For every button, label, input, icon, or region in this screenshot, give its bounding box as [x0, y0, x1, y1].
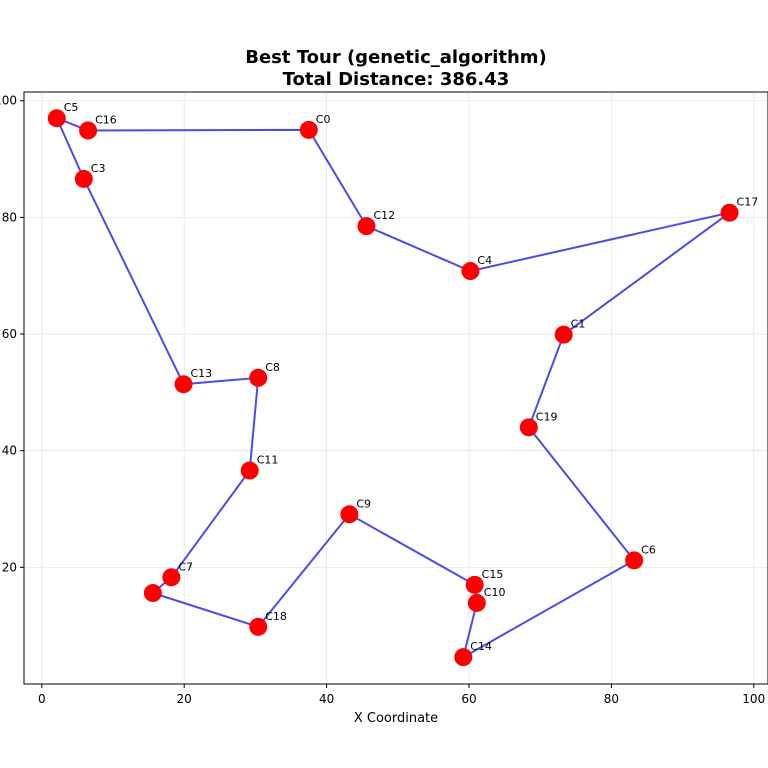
axes: 0 20 40 60 80 100 20 40 60 80 100 [0, 91, 768, 706]
y-tick-label: 20 [2, 560, 17, 574]
city-label: C10 [484, 586, 506, 599]
chart-title-line2: Total Distance: 386.43 [283, 69, 510, 90]
city-marker [240, 461, 259, 480]
city-labels: C0 C1 C3 C4 C5 C6 C7 C8 C9 C10 C11 C12 C13 C14 C15 C16 C… [64, 101, 758, 653]
tour-path [55, 117, 731, 659]
x-tick-label: 100 [742, 692, 765, 706]
city-label: C1 [571, 318, 586, 331]
city-marker [79, 121, 98, 140]
x-tick-label: 20 [177, 692, 192, 706]
city-marker [162, 568, 181, 587]
city-label: C14 [470, 640, 492, 653]
city-marker [340, 505, 359, 524]
x-tick-label: 0 [38, 692, 46, 706]
city-marker [461, 262, 480, 281]
city-marker [249, 617, 268, 636]
chart-title-line1: Best Tour (genetic_algorithm) [245, 47, 547, 68]
y-tick-label: 100 [0, 94, 17, 108]
city-marker [625, 551, 644, 570]
city-label: C16 [95, 113, 117, 126]
city-marker [554, 325, 573, 344]
y-tick-label: 80 [2, 210, 17, 224]
city-label: C15 [482, 568, 504, 581]
city-marker [467, 593, 486, 612]
city-marker [299, 120, 318, 139]
tour-route [55, 117, 731, 659]
city-label: C13 [190, 367, 212, 380]
x-tick-label: 40 [319, 692, 334, 706]
city-label: C11 [257, 454, 279, 467]
city-label: C18 [265, 610, 287, 623]
grid-lines [24, 92, 768, 684]
city-marker [143, 584, 162, 603]
x-tick-label: 80 [604, 692, 619, 706]
x-axis-label: X Coordinate [354, 711, 438, 726]
city-marker [357, 217, 376, 236]
city-label: C19 [536, 410, 558, 423]
city-label: C17 [737, 196, 759, 209]
city-label: C9 [356, 497, 371, 510]
x-tick-label: 60 [461, 692, 476, 706]
city-marker [720, 203, 739, 222]
city-marker [519, 418, 538, 437]
city-marker [454, 648, 473, 667]
city-label: C0 [316, 113, 331, 126]
city-marker [465, 575, 484, 594]
city-marker [249, 368, 268, 387]
city-label: C4 [477, 254, 492, 267]
city-label: C12 [373, 209, 395, 222]
plot-frame [23, 91, 768, 685]
city-label: C3 [91, 162, 106, 175]
city-markers [47, 109, 739, 667]
city-marker [174, 375, 193, 394]
city-label: C8 [265, 361, 280, 374]
city-label: C6 [641, 543, 656, 556]
y-tick-label: 60 [2, 327, 17, 341]
city-label: C7 [178, 560, 193, 573]
y-tick-label: 40 [2, 444, 17, 458]
city-label: C5 [64, 101, 79, 114]
city-marker [74, 169, 93, 188]
city-marker [47, 109, 66, 128]
